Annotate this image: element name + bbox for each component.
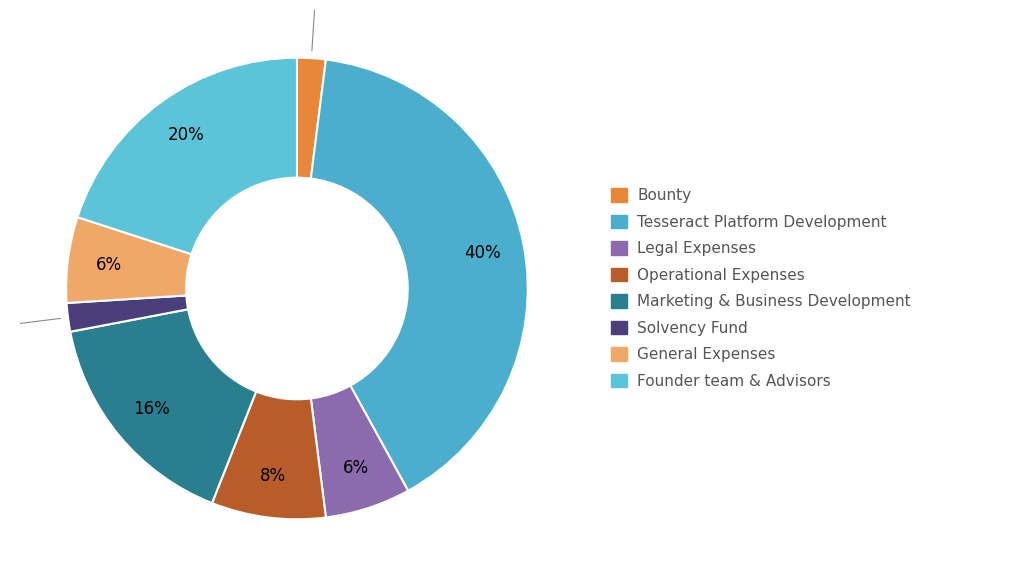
Text: 8%: 8% (260, 467, 287, 485)
Wedge shape (311, 59, 527, 491)
Wedge shape (71, 309, 256, 503)
Wedge shape (67, 217, 191, 303)
Text: 6%: 6% (342, 459, 369, 478)
Legend: Bounty, Tesseract Platform Development, Legal Expenses, Operational Expenses, Ma: Bounty, Tesseract Platform Development, … (603, 181, 919, 396)
Wedge shape (78, 58, 297, 254)
Text: 20%: 20% (167, 126, 204, 144)
Text: 40%: 40% (465, 244, 501, 262)
Wedge shape (67, 295, 188, 332)
Text: 6%: 6% (96, 256, 122, 273)
Wedge shape (212, 392, 326, 519)
Text: 16%: 16% (133, 400, 170, 418)
Wedge shape (297, 58, 326, 179)
Wedge shape (311, 385, 409, 518)
